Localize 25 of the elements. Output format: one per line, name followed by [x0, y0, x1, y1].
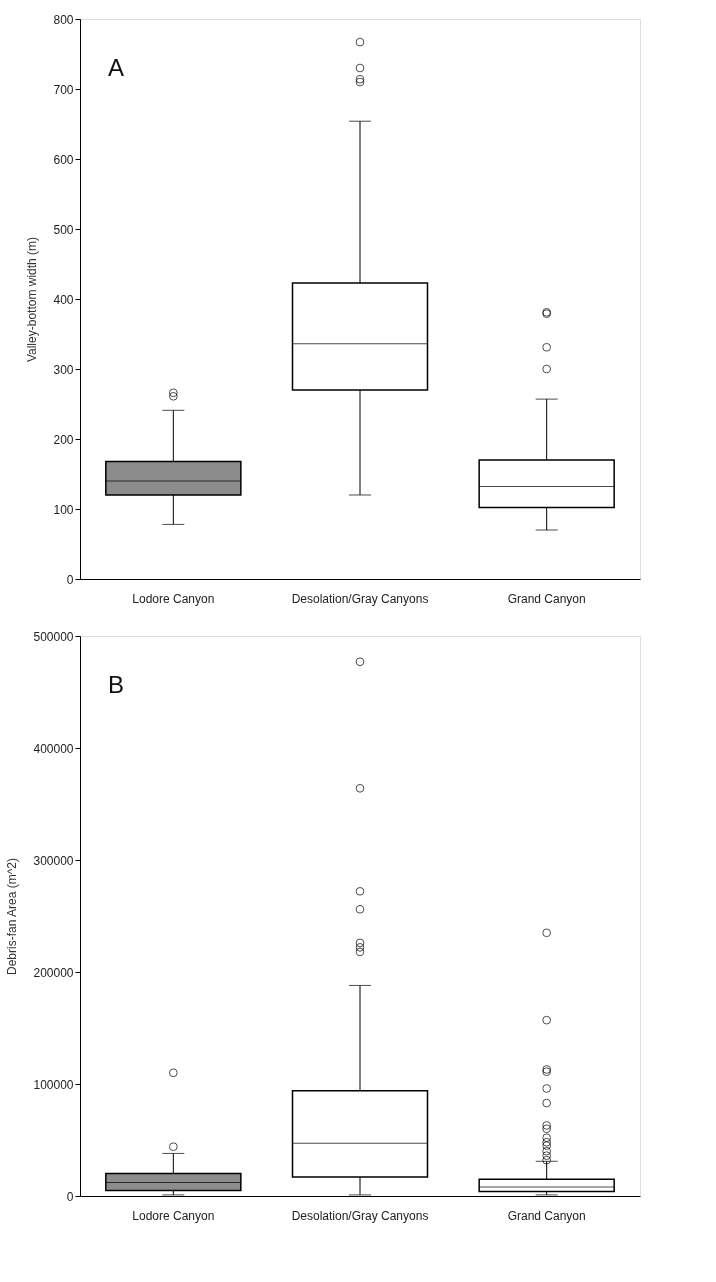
- x-tick-label: Desolation/Gray Canyons: [291, 1208, 429, 1223]
- y-axis-title: Valley-bottom width (m): [25, 236, 40, 363]
- x-tick-label: Lodore Canyon: [132, 591, 215, 606]
- x-tick-label: Grand Canyon: [507, 1208, 586, 1223]
- y-tick-label: 800: [53, 12, 74, 27]
- y-tick-label: 600: [53, 152, 74, 167]
- y-tick-label: 0: [66, 572, 74, 587]
- y-tick-label: 300000: [33, 853, 74, 868]
- y-tick-label: 300: [53, 362, 74, 377]
- x-tick-label: Grand Canyon: [507, 591, 586, 606]
- y-axis-title: Debris-fan Area (m^2): [5, 858, 20, 975]
- y-tick-label: 400000: [33, 741, 74, 756]
- x-tick-label: Lodore Canyon: [132, 1208, 215, 1223]
- annotation: B: [108, 671, 125, 698]
- y-tick-label: 500: [53, 222, 74, 237]
- y-tick-label: 0: [66, 1189, 74, 1204]
- x-tick-label: Desolation/Gray Canyons: [291, 591, 429, 606]
- annotation: A: [108, 54, 125, 81]
- y-tick-label: 100000: [33, 1077, 74, 1092]
- y-tick-label: 400: [53, 292, 74, 307]
- y-tick-label: 700: [53, 82, 74, 97]
- y-tick-label: 200: [53, 432, 74, 447]
- y-tick-label: 100: [53, 502, 74, 517]
- y-tick-label: 200000: [33, 965, 74, 980]
- y-tick-label: 500000: [33, 629, 74, 644]
